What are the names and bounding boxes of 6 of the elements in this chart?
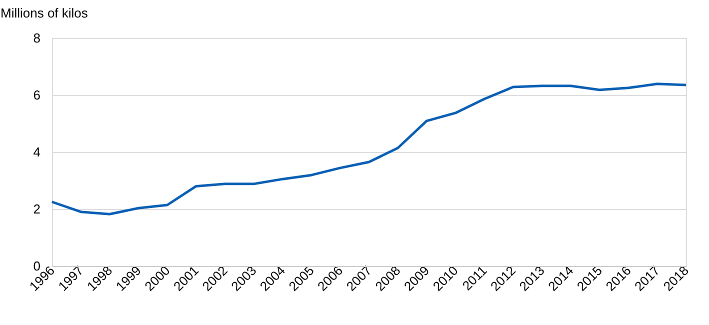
y-axis-title: Millions of kilos bbox=[0, 6, 88, 20]
y-tick-label: 4 bbox=[33, 144, 40, 160]
y-tick-label: 8 bbox=[33, 30, 40, 46]
line-series bbox=[50, 82, 688, 216]
y-tick-label: 2 bbox=[33, 202, 40, 216]
y-tick-label: 6 bbox=[33, 88, 40, 102]
